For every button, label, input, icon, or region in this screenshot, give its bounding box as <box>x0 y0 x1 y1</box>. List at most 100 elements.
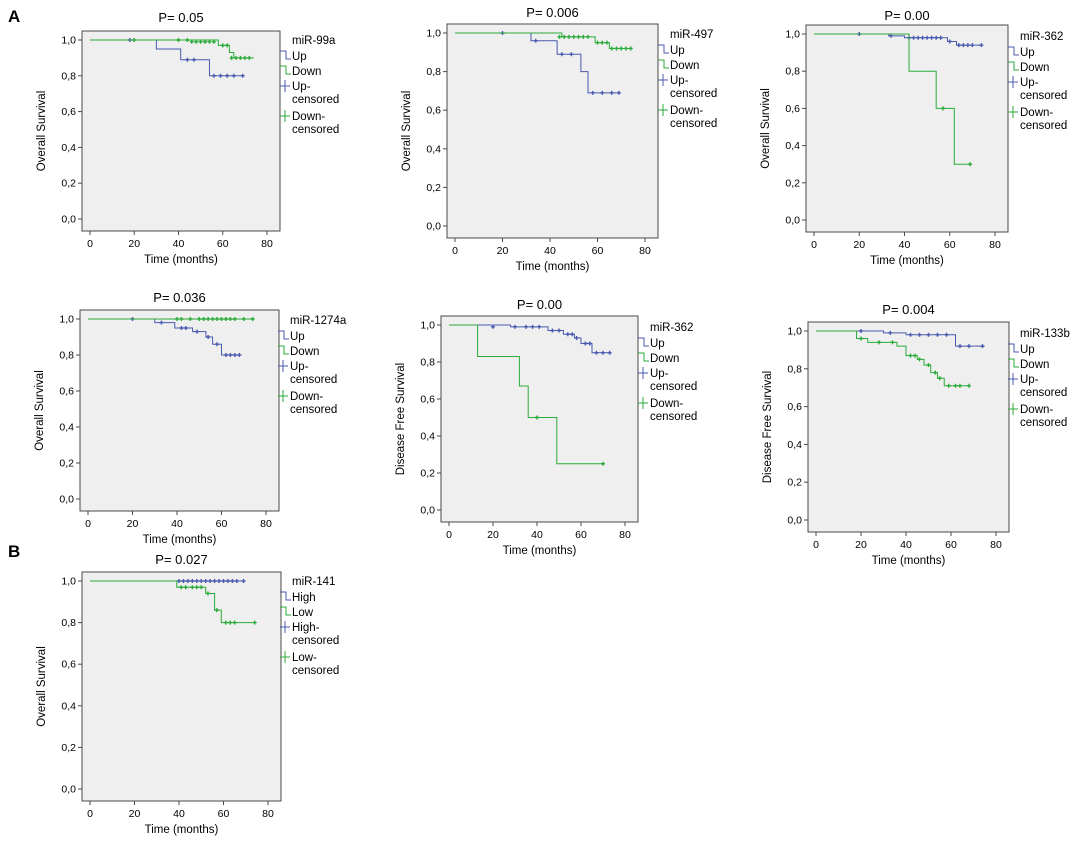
censor-mark-down <box>250 317 255 321</box>
legend-entry: Down-censored <box>292 111 339 136</box>
x-axis-label: Time (months) <box>870 255 944 267</box>
censor-mark-down <box>189 39 194 44</box>
censor-mark-high <box>221 579 226 583</box>
censor-mark-down <box>624 46 628 51</box>
y-tick-label: 0,8 <box>785 66 800 78</box>
legend-line-icon <box>638 352 649 362</box>
censor-mark-down <box>908 353 913 358</box>
x-axis-label: Time (months) <box>145 824 219 836</box>
censor-mark-down <box>877 340 881 345</box>
censor-mark-down <box>176 38 181 42</box>
censor-mark-up <box>223 353 228 357</box>
chart-title: P= 0.027 <box>155 552 207 567</box>
censor-mark-down <box>913 353 917 358</box>
legend: miR-1274a Up Down Up-censored Down-censored <box>278 315 347 416</box>
legend-entry: Down-censored <box>1020 107 1067 132</box>
censor-mark-down <box>188 317 193 321</box>
censor-mark-high <box>230 579 235 583</box>
legend-title: miR-141 <box>292 576 335 588</box>
censor-mark-up <box>225 73 230 78</box>
censor-mark-low <box>232 620 237 625</box>
km-chart-3: P= 0.00 0,0 0,2 0,4 0,6 0,8 1,0 0 20 40 60 80 Time (… <box>760 8 1067 267</box>
x-tick-label: 0 <box>446 529 452 541</box>
censor-mark-down <box>581 34 586 39</box>
censor-mark-up <box>616 90 621 95</box>
legend-censor-icon <box>278 360 288 372</box>
x-tick-label: 80 <box>639 245 651 257</box>
censor-mark-down <box>937 376 942 381</box>
legend-line-icon <box>280 65 291 75</box>
legend-line-icon <box>278 330 289 340</box>
legend-line-icon <box>1008 46 1019 56</box>
censor-mark-down <box>614 46 619 51</box>
plot-frame <box>79 309 280 512</box>
censor-mark-up <box>944 332 949 337</box>
legend-entry: Up <box>1020 47 1035 59</box>
censor-mark-down <box>600 40 605 45</box>
legend-censor-icon <box>1008 76 1018 88</box>
censor-mark-down <box>194 39 199 44</box>
censor-mark-high <box>194 579 199 583</box>
censor-mark-high <box>181 579 186 583</box>
y-tick-label: 0,8 <box>787 363 802 375</box>
x-tick-label: 20 <box>497 245 509 257</box>
legend-entry: Up <box>670 45 685 57</box>
legend: miR-362 Up Down Up-censored Down-censored <box>1008 31 1067 132</box>
y-axis-label: Overall Survival <box>36 91 48 172</box>
censor-mark-down <box>958 383 962 388</box>
legend-entry: Down <box>292 66 321 78</box>
x-tick-label: 60 <box>592 245 604 257</box>
censor-mark-down <box>601 461 605 466</box>
censor-mark-up <box>191 57 196 62</box>
legend-line-icon <box>638 337 649 347</box>
legend-censor-icon <box>638 367 648 379</box>
censor-mark-up <box>594 350 599 355</box>
legend-entry: Up-censored <box>290 361 337 386</box>
y-tick-label: 0,2 <box>61 178 76 190</box>
y-axis-label: Overall Survival <box>760 88 772 169</box>
censor-mark-up <box>491 324 495 329</box>
legend-entry: Up <box>290 331 305 343</box>
y-tick-label: 0,6 <box>420 394 435 406</box>
survival-curve-down <box>814 33 971 165</box>
censor-mark-up <box>570 332 575 337</box>
y-tick-label: 0,0 <box>61 214 76 226</box>
censor-mark-up <box>920 35 925 40</box>
censor-mark-up <box>888 33 893 38</box>
panel-label-b: B <box>8 542 20 561</box>
legend-line-icon <box>278 345 289 355</box>
x-tick-label: 0 <box>452 245 458 257</box>
legend: miR-497 Up Down Up-censored Down-censored <box>658 29 717 130</box>
censor-mark-down <box>535 415 539 420</box>
censor-mark-up <box>228 353 233 357</box>
censor-mark-down <box>628 46 633 51</box>
y-tick-label: 0,0 <box>426 221 441 233</box>
plot-frame <box>805 24 1009 233</box>
legend-entry: Down-censored <box>290 391 337 416</box>
chart-title: P= 0.00 <box>517 297 562 312</box>
y-tick-label: 0,4 <box>420 431 435 443</box>
panel-label-a: A <box>8 7 20 26</box>
legend-censor-icon <box>638 397 648 409</box>
censor-mark-low <box>214 608 219 613</box>
censor-mark-high <box>208 579 213 583</box>
censor-mark-down <box>234 55 239 60</box>
legend-censor-icon <box>1008 403 1018 415</box>
legend: miR-141 High Low High-censored Low-censored <box>280 576 339 677</box>
legend-entry: Down-censored <box>1020 404 1067 429</box>
censor-mark-down <box>571 34 576 39</box>
x-tick-label: 20 <box>128 238 140 250</box>
legend-censor-icon <box>280 80 290 92</box>
y-tick-label: 0,6 <box>61 106 76 118</box>
censor-mark-up <box>967 344 971 349</box>
censor-mark-up <box>195 329 200 334</box>
legend-entry: High <box>292 592 316 604</box>
censor-mark-up <box>917 332 922 337</box>
x-tick-label: 80 <box>990 539 1002 551</box>
censor-mark-up <box>979 43 984 48</box>
y-tick-label: 0,2 <box>61 742 76 754</box>
legend: miR-362 Up Down Up-censored Down-censored <box>638 322 697 423</box>
survival-curve-up <box>455 32 619 94</box>
chart-title: P= 0.004 <box>882 302 934 317</box>
censor-mark-down <box>229 55 234 60</box>
